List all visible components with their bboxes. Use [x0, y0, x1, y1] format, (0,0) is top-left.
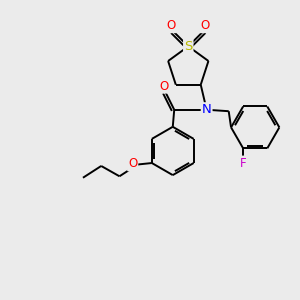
Text: N: N: [202, 103, 211, 116]
Text: O: O: [167, 19, 176, 32]
Text: O: O: [159, 80, 169, 93]
Text: F: F: [240, 157, 247, 169]
Text: O: O: [128, 158, 137, 170]
Text: S: S: [184, 40, 193, 53]
Text: O: O: [200, 19, 210, 32]
